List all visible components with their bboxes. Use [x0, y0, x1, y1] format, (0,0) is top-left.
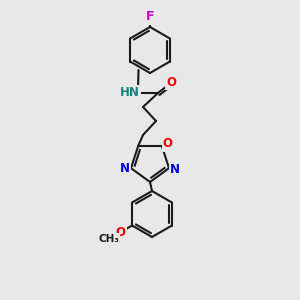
Text: O: O — [166, 76, 176, 88]
Text: CH₃: CH₃ — [98, 234, 119, 244]
Text: HN: HN — [120, 86, 140, 100]
Text: O: O — [163, 137, 173, 150]
Text: F: F — [146, 11, 154, 23]
Text: O: O — [116, 226, 126, 238]
Text: N: N — [120, 162, 130, 175]
Text: N: N — [170, 163, 180, 176]
